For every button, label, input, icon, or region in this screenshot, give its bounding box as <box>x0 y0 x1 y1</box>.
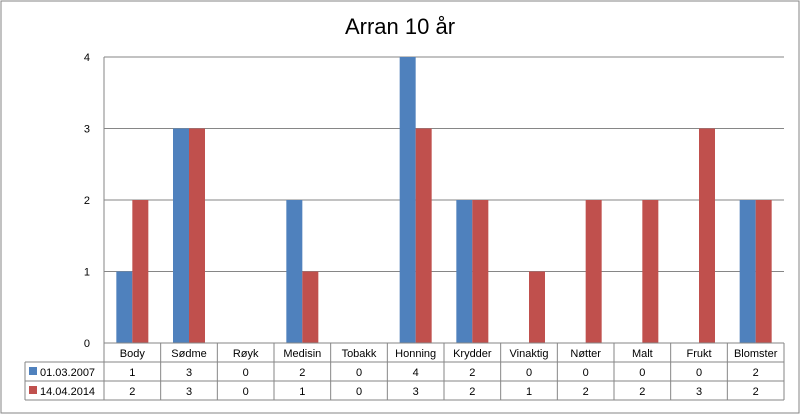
bar-2-9 <box>642 200 659 343</box>
legend-label-1: 01.03.2007 <box>40 367 95 379</box>
data-label-2: 1 <box>299 386 305 398</box>
data-label-1: 0 <box>583 367 589 379</box>
data-table: Body Sødme Røyk Medisin Tobakk Honning Krydder… <box>24 342 785 401</box>
y-tick-label: 4 <box>84 52 90 64</box>
data-label-2: 0 <box>356 386 362 398</box>
bar-2-3 <box>302 271 319 343</box>
data-label-1: 2 <box>299 367 305 379</box>
y-tick-label: 3 <box>84 124 90 136</box>
bar-1-0 <box>116 271 133 343</box>
data-label-1: 3 <box>186 367 192 379</box>
data-label-2: 0 <box>243 386 249 398</box>
bar-1-1 <box>173 128 189 343</box>
x-tick-label: Sødme <box>171 348 206 360</box>
x-tick-label: Røyk <box>233 348 259 360</box>
x-tick-label: Blomster <box>734 348 778 360</box>
bar-2-11 <box>755 200 772 343</box>
bar-1-11 <box>739 200 756 343</box>
x-tick-label: Frukt <box>686 348 711 360</box>
bar-2-0 <box>132 200 149 343</box>
y-tick-label: 2 <box>84 195 90 207</box>
bar-2-10 <box>699 128 715 343</box>
data-label-2: 2 <box>639 386 645 398</box>
bar-1-6 <box>456 200 473 343</box>
x-tick-label: Malt <box>632 348 653 360</box>
data-label-2: 2 <box>583 386 589 398</box>
data-label-1: 2 <box>753 367 759 379</box>
gridlines <box>103 56 784 343</box>
bars <box>116 57 772 343</box>
data-label-1: 0 <box>696 367 702 379</box>
data-label-2: 3 <box>413 386 419 398</box>
x-tick-label: Body <box>120 348 146 360</box>
data-label-1: 4 <box>413 367 419 379</box>
x-tick-label: Medisin <box>283 348 321 360</box>
data-label-2: 1 <box>526 386 532 398</box>
x-tick-label: Nøtter <box>570 348 601 360</box>
data-label-1: 0 <box>243 367 249 379</box>
data-label-2: 3 <box>186 386 192 398</box>
chart-title: Arran 10 år <box>345 14 455 39</box>
bar-2-1 <box>189 128 205 343</box>
bar-1-5 <box>399 57 416 343</box>
y-tick-label: 0 <box>84 338 90 350</box>
data-label-1: 2 <box>469 367 475 379</box>
data-label-1: 0 <box>639 367 645 379</box>
legend-key-1 <box>29 367 37 375</box>
y-tick-label: 1 <box>84 267 90 279</box>
x-tick-label: Honning <box>395 348 436 360</box>
legend-key-2 <box>29 386 37 394</box>
x-tick-label: Krydder <box>453 348 492 360</box>
data-label-1: 0 <box>526 367 532 379</box>
x-tick-label: Tobakk <box>342 348 377 360</box>
bar-2-6 <box>472 200 489 343</box>
data-label-2: 2 <box>469 386 475 398</box>
x-tick-label: Vinaktig <box>510 348 549 360</box>
y-axis-ticks: 0 1 2 3 4 <box>84 52 90 350</box>
bar-2-7 <box>529 271 545 343</box>
legend-label-2: 14.04.2014 <box>40 386 95 398</box>
bar-2-8 <box>585 200 602 343</box>
bar-2-5 <box>415 128 432 343</box>
data-label-1: 0 <box>356 367 362 379</box>
data-label-2: 2 <box>753 386 759 398</box>
data-label-1: 1 <box>129 367 135 379</box>
data-label-2: 2 <box>129 386 135 398</box>
bar-1-3 <box>286 200 303 343</box>
data-label-2: 3 <box>696 386 702 398</box>
